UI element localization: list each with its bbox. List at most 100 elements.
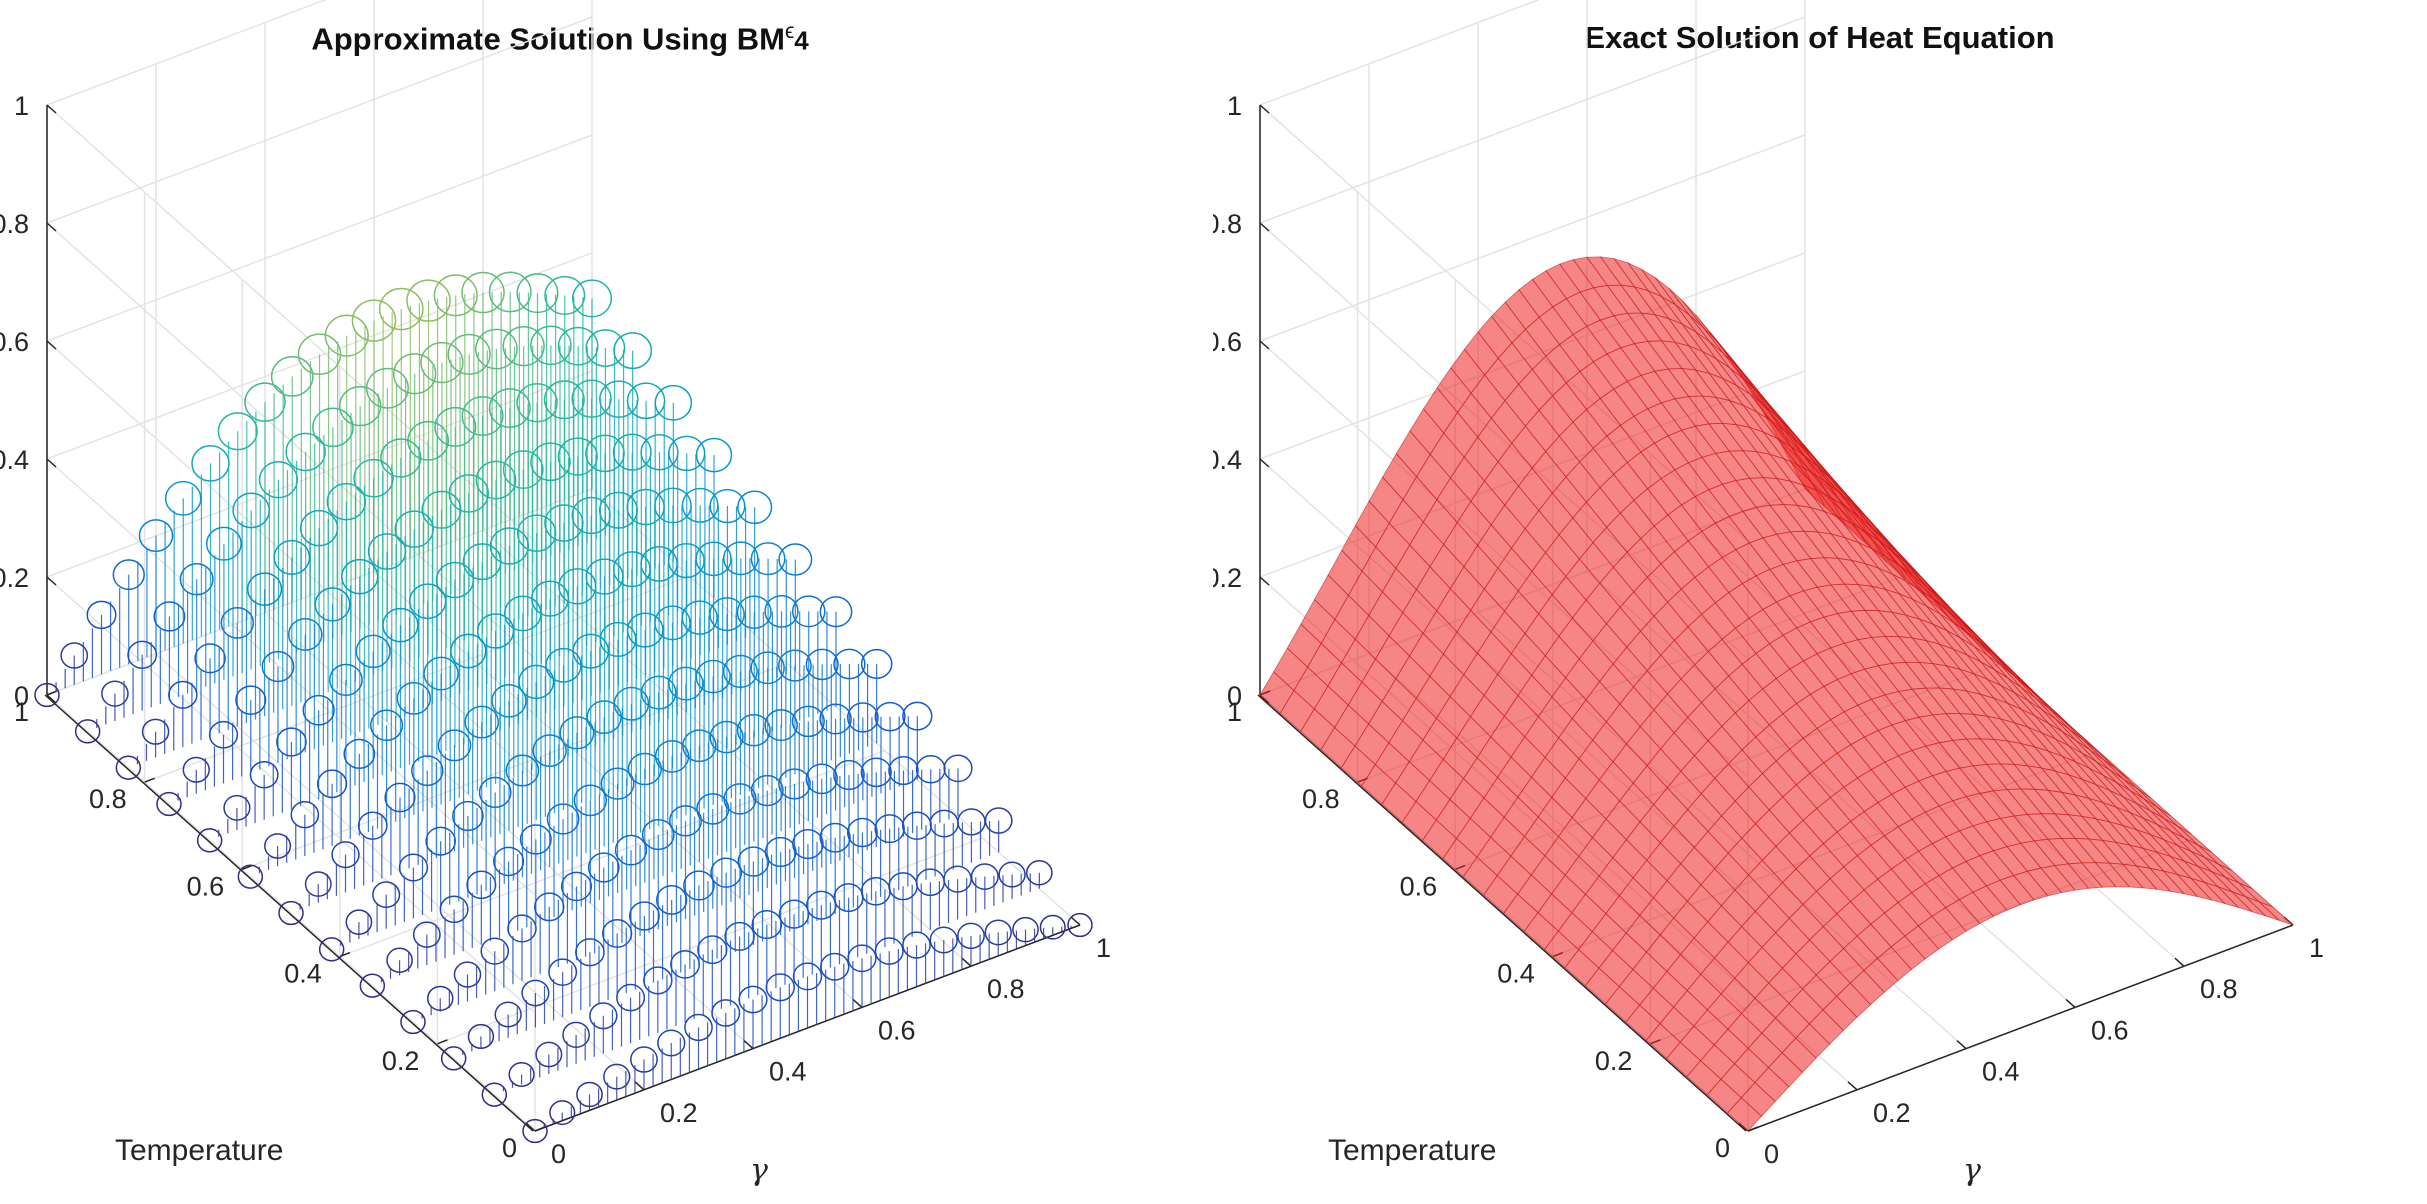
stem-marker	[398, 853, 429, 882]
stem-marker	[464, 705, 500, 739]
stem-marker	[724, 921, 755, 951]
stem-marker	[710, 857, 743, 888]
grid-line	[1259, 16, 1806, 224]
stem-marker	[847, 944, 877, 973]
stem-marker	[600, 767, 635, 800]
stem-marker	[654, 384, 693, 421]
stem-marker	[643, 966, 673, 995]
z-tick-label: 0	[14, 681, 29, 711]
x-tick-mark	[1847, 1081, 1858, 1091]
stem-marker	[695, 541, 732, 577]
stem-marker	[738, 985, 768, 1014]
stem-marker	[521, 979, 550, 1007]
x-tick-label: 0.6	[878, 1015, 916, 1045]
stem-marker	[585, 434, 625, 473]
stem-marker	[709, 720, 744, 754]
z-tick-label: 1	[14, 91, 29, 121]
stem-marker	[791, 705, 825, 738]
stem-marker	[448, 474, 490, 513]
grid-line	[46, 694, 536, 1132]
stem-marker	[314, 587, 351, 622]
x-tick-mark	[743, 1040, 754, 1050]
grid-line	[1259, 134, 1806, 342]
x-tick-mark	[1070, 916, 1081, 926]
z-tick-mark	[46, 576, 57, 586]
stem-marker	[874, 701, 906, 732]
stem-marker	[657, 1029, 686, 1057]
stem-marker	[101, 680, 129, 707]
stem-marker	[270, 356, 314, 397]
stem-marker	[475, 460, 517, 500]
stem-marker	[276, 727, 307, 757]
stem-marker	[489, 527, 530, 565]
stem-marker	[998, 861, 1026, 888]
stem-marker	[544, 504, 584, 542]
y-tick-label: 0	[502, 1133, 517, 1163]
stem-marker	[846, 702, 879, 733]
stem-marker	[461, 395, 504, 437]
stem-marker	[196, 828, 223, 853]
stem-marker	[466, 870, 497, 900]
stem-marker	[324, 314, 369, 357]
stem-marker	[312, 407, 354, 448]
stem-marker	[287, 618, 323, 651]
x-tick-label: 1	[1096, 933, 1111, 963]
z-tick-label: 1	[1227, 91, 1242, 121]
stem-marker	[516, 273, 559, 314]
stem-marker	[331, 841, 360, 869]
stem-marker	[290, 801, 320, 829]
stem-marker	[833, 759, 865, 791]
stem-marker	[359, 973, 386, 998]
stem-marker	[764, 709, 798, 742]
stem-marker	[74, 719, 101, 744]
z-tick-mark	[46, 458, 57, 468]
stem-marker	[478, 776, 512, 809]
stem-marker	[412, 921, 441, 948]
surface-patch	[2258, 901, 2294, 926]
stem-marker	[792, 962, 823, 991]
right-chart-panel: Exact Solution of Heat Equation 0 0.2 0.4 0…	[1213, 0, 2426, 1204]
y-tick-label: 0.4	[284, 959, 322, 989]
stem-marker	[505, 754, 540, 787]
stem-marker	[244, 382, 286, 422]
stem-marker	[722, 541, 759, 576]
stem-marker	[585, 329, 626, 368]
x-tick-mark	[852, 998, 863, 1008]
stem-marker	[138, 519, 174, 553]
stem-marker	[382, 607, 419, 643]
x-axis-label: γ	[1963, 1153, 1981, 1188]
stem-marker	[535, 1041, 563, 1068]
stem-marker	[141, 718, 170, 745]
stem-marker	[439, 895, 469, 924]
left-chart-title: Approximate Solution Using BMϵ4	[311, 20, 809, 57]
stem-marker	[534, 892, 565, 922]
stem-marker	[765, 973, 795, 1002]
z-tick-mark	[1259, 340, 1270, 350]
stem-marker	[929, 926, 958, 954]
stem-marker	[345, 909, 373, 935]
stem-marker	[372, 881, 401, 909]
grid-line	[46, 340, 536, 778]
stem-marker	[453, 961, 482, 988]
stem-marker	[711, 999, 741, 1027]
stem-marker	[819, 703, 852, 735]
stem-marker	[670, 950, 701, 979]
stem-marker	[709, 597, 745, 632]
stem-marker	[970, 863, 999, 890]
stem-marker	[285, 432, 326, 472]
stem-marker	[115, 755, 142, 780]
stem-marker	[420, 341, 464, 384]
stem-marker	[640, 434, 679, 471]
grid-line	[46, 134, 593, 342]
stem-marker	[507, 914, 537, 943]
y-axis-line	[44, 694, 534, 1132]
stem-marker	[400, 1009, 426, 1035]
y-tick-mark	[534, 1126, 546, 1132]
stem-marker	[384, 782, 416, 813]
stem-marker	[846, 817, 878, 848]
stem-marker	[357, 811, 388, 840]
stem-marker	[888, 755, 919, 786]
stem-marker	[1039, 914, 1066, 940]
stem-marker	[544, 275, 586, 316]
stem-marker	[467, 1023, 495, 1050]
